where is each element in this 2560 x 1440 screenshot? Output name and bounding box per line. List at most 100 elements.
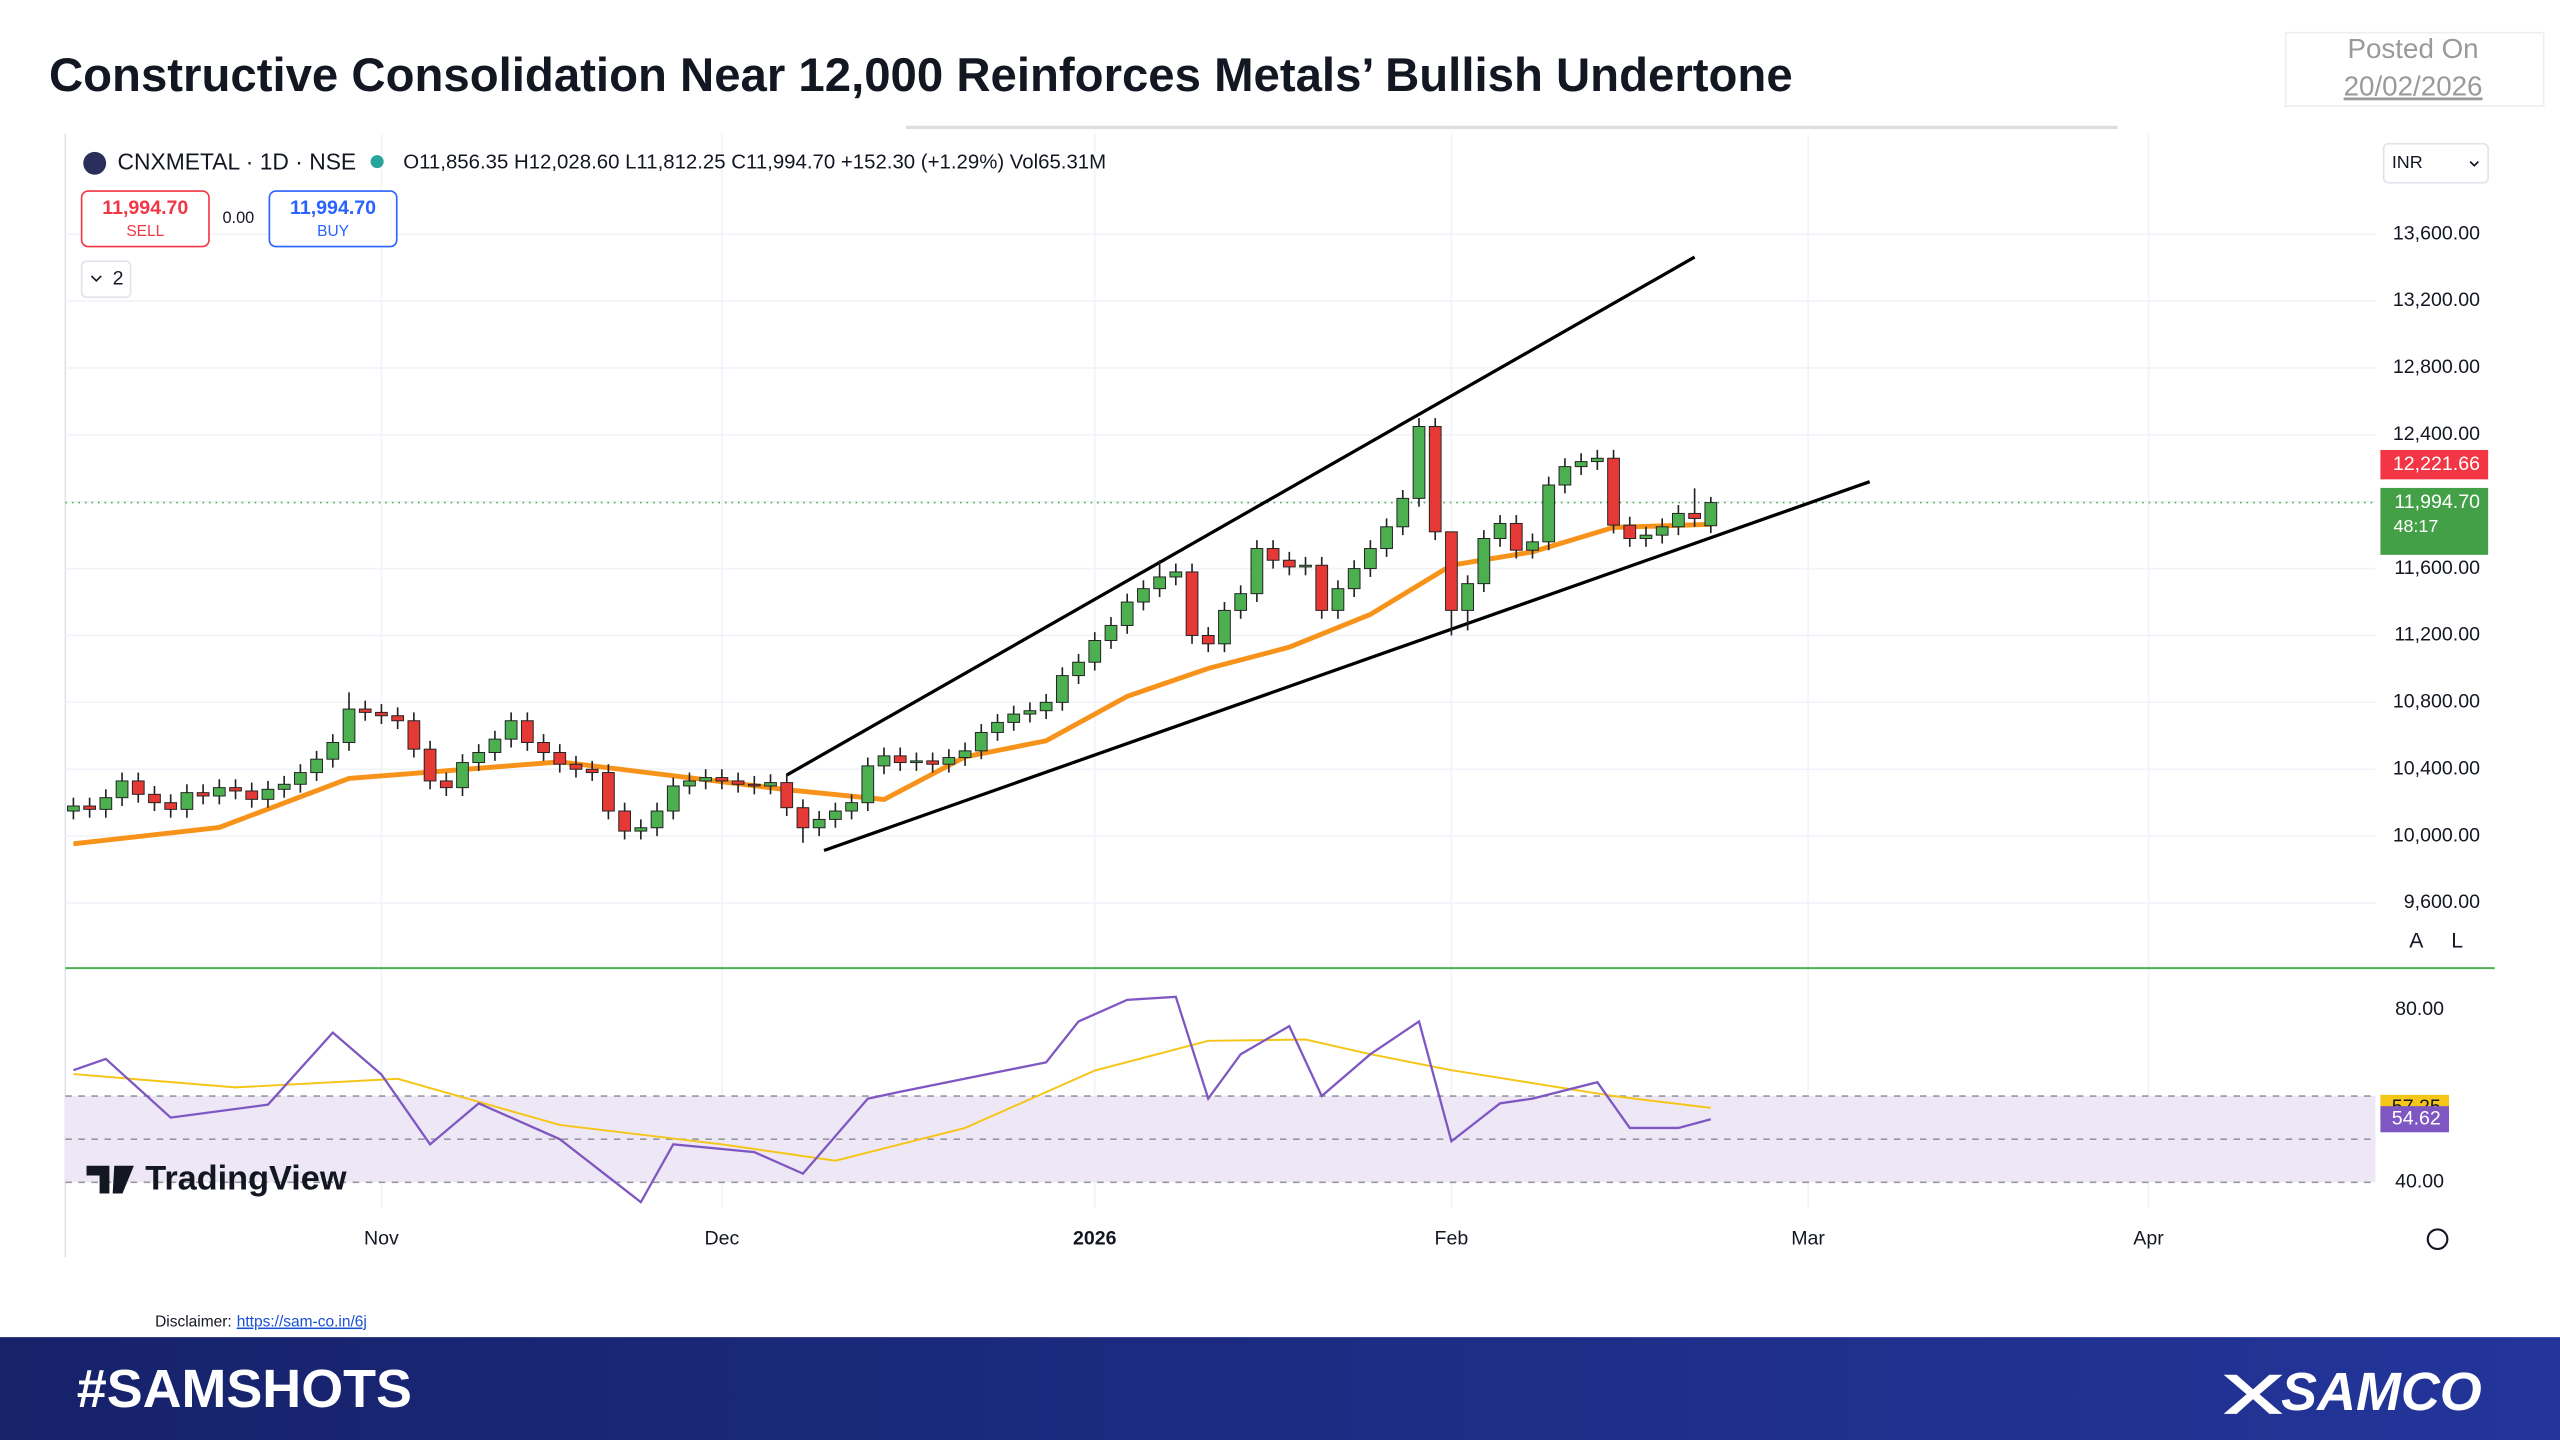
candle-body [1266,548,1280,561]
x-tick-label: Dec [704,1227,739,1249]
candle-body [1364,548,1377,570]
chart-area: Nov Dec 2026 Feb Mar Apr 9,600.00 10,000.00 10,4… [65,133,2489,1249]
trendline [823,480,1871,853]
indicator-toggle[interactable] [80,260,132,298]
watermark: TradingView [145,1159,347,1197]
y-tick-label: 13,600.00 [2393,222,2480,244]
candle-body [1104,624,1118,641]
x-tick-label: Nov [364,1227,399,1249]
headline: Constructive Consolidation Near 12,000 R… [49,49,1793,102]
candle-body [683,780,696,787]
candle-body [1315,564,1329,611]
candle-body [1331,588,1345,611]
sell-price: 11,994.70 [102,197,188,219]
candle-body [1039,701,1053,712]
price-tag [2380,449,2489,480]
candle-body [942,757,956,765]
candle-body [1493,522,1507,539]
candle-body [1218,609,1231,645]
candle-body [1623,524,1637,539]
indicator-count: 2 [113,267,124,289]
buy-price: 11,994.70 [290,197,376,219]
candle-body [1428,425,1442,533]
candle-body [747,783,761,787]
candle-body [1461,583,1475,611]
candle-body [375,711,388,717]
currency: INR [2392,152,2423,172]
buy-label: BUY [317,223,349,240]
y-tick-label: 9,600.00 [2404,891,2480,913]
candle-body [1250,548,1264,595]
candle-body [666,785,680,812]
candle-body [585,768,599,774]
y-tick-label: 11,200.00 [2394,624,2480,646]
ema-line [73,521,1711,847]
price-tag [2380,487,2489,555]
candle-body [796,807,810,829]
auto-button[interactable] [2400,925,2433,959]
log-button[interactable] [2440,925,2474,959]
candle-body [991,721,1004,733]
candle-body [569,763,583,770]
candle-body [277,783,291,790]
ohlc: O11,856.35 H12,028.60 L11,812.25 C11,994… [403,152,1106,174]
candle-body [488,738,502,754]
disclaimer-label: Disclaimer: [155,1314,232,1331]
candle-body [958,750,972,759]
posted-label: Posted On [2347,33,2478,64]
candle-body [1137,588,1150,603]
candle-body [618,810,631,832]
settings-icon[interactable] [2426,1228,2449,1251]
candle-body [1007,713,1021,723]
candle-body [342,708,356,743]
candle-body [1282,559,1296,568]
candle-body [1688,512,1701,519]
y-tick-label: 10,800.00 [2393,691,2480,713]
footer-band [0,1337,2560,1440]
symbol-icon [83,151,107,175]
candle-body [1055,675,1069,703]
buy-button[interactable] [268,190,398,248]
candle-body [358,708,372,713]
candle-body [1185,571,1199,636]
candle-body [439,780,453,789]
candle-body [1542,484,1556,543]
sell-button[interactable] [80,190,210,248]
candle-body [1120,601,1134,626]
candle-body [83,805,96,810]
currency-select[interactable] [2382,142,2489,184]
auto-label: A [2409,930,2424,953]
candle-body [1526,541,1539,551]
candle-body [1299,564,1312,568]
candle-body [1169,571,1183,578]
candle-body [1639,534,1653,539]
x-tick-label: Mar [1791,1227,1825,1249]
tradingview-logo [86,1165,134,1194]
rsi-tag-label: 54.62 [2392,1107,2441,1129]
chevron [2469,161,2479,167]
candle-body [67,805,80,812]
candle-body [148,793,161,804]
candle-body [829,810,842,820]
brand-logo [2223,1374,2283,1414]
candle-body [861,765,875,804]
log-label: L [2451,930,2463,953]
candle-body [407,720,421,750]
candle-body [99,797,113,810]
candle-body [715,777,729,782]
candle-body [261,788,275,800]
y-tick-label: 10,000.00 [2393,824,2480,846]
brand: SAMCO [2281,1362,2481,1422]
symbol: CNXMETAL · 1D · NSE [118,148,357,174]
posted-box [2284,31,2545,107]
disclaimer-link[interactable]: https://sam-co.in/6j [237,1314,367,1331]
status-dot [370,155,384,169]
price-tag-label: 11,994.70 [2394,491,2480,513]
candle-body [1574,461,1588,468]
y-tick-label: 12,800.00 [2393,356,2480,378]
candle-body [1412,425,1426,499]
candle-body [634,827,648,832]
candle-body [1558,466,1572,486]
x-tick-label: Apr [2133,1227,2164,1249]
